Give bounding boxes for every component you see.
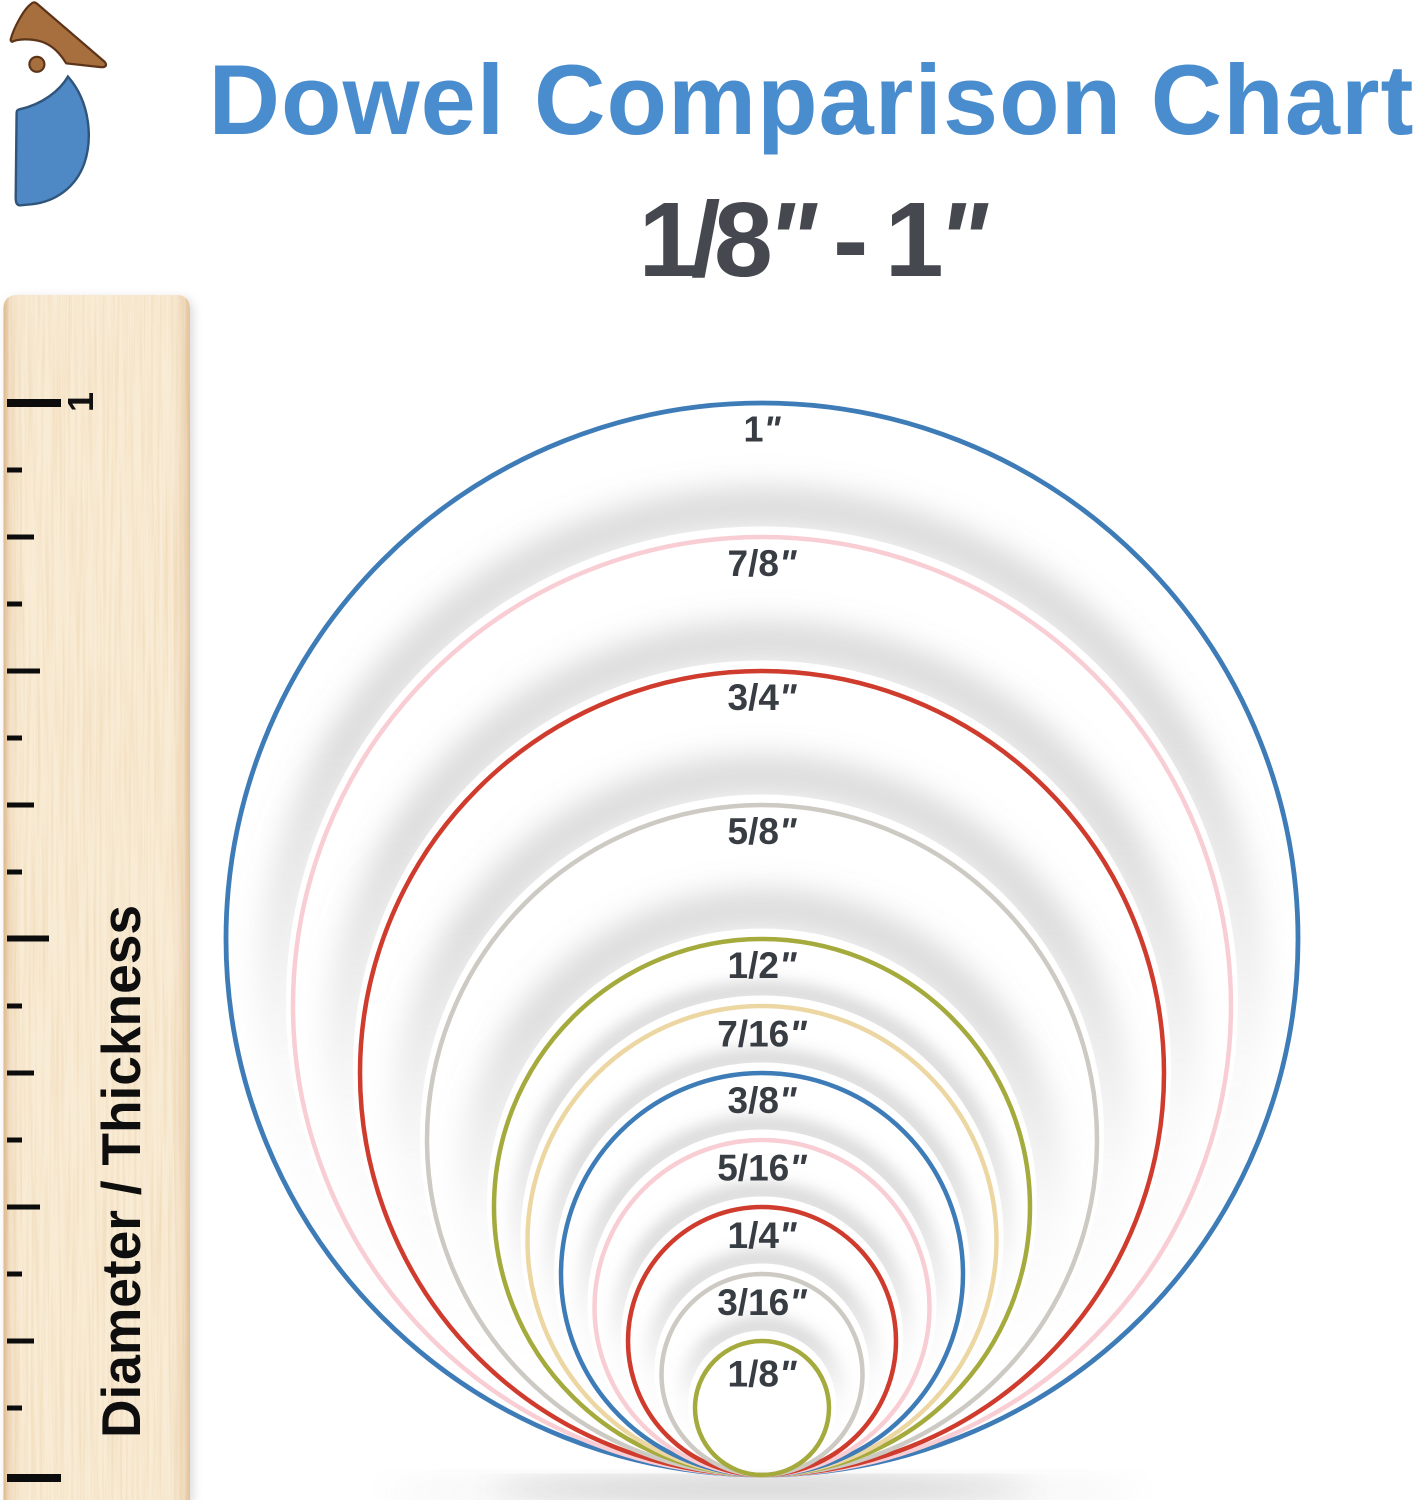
svg-text:Dowel Comparison Chart: Dowel Comparison Chart (209, 44, 1414, 155)
svg-text:7/16": 7/16" (717, 1014, 807, 1055)
svg-text:5/8": 5/8" (728, 811, 797, 852)
svg-text:Diameter / Thickness: Diameter / Thickness (90, 905, 152, 1438)
svg-text:3/16": 3/16" (717, 1282, 807, 1323)
svg-text:7/8": 7/8" (728, 543, 797, 584)
svg-text:3/8": 3/8" (728, 1080, 797, 1121)
svg-text:1": 1" (743, 409, 781, 450)
svg-text:3/4": 3/4" (728, 677, 797, 718)
svg-text:1/8" - 1": 1/8" - 1" (639, 181, 990, 299)
svg-text:1/4": 1/4" (728, 1215, 797, 1256)
svg-text:1/8": 1/8" (728, 1354, 797, 1395)
svg-text:1: 1 (60, 392, 101, 412)
svg-text:1/2": 1/2" (728, 945, 797, 986)
svg-text:5/16": 5/16" (717, 1148, 807, 1189)
